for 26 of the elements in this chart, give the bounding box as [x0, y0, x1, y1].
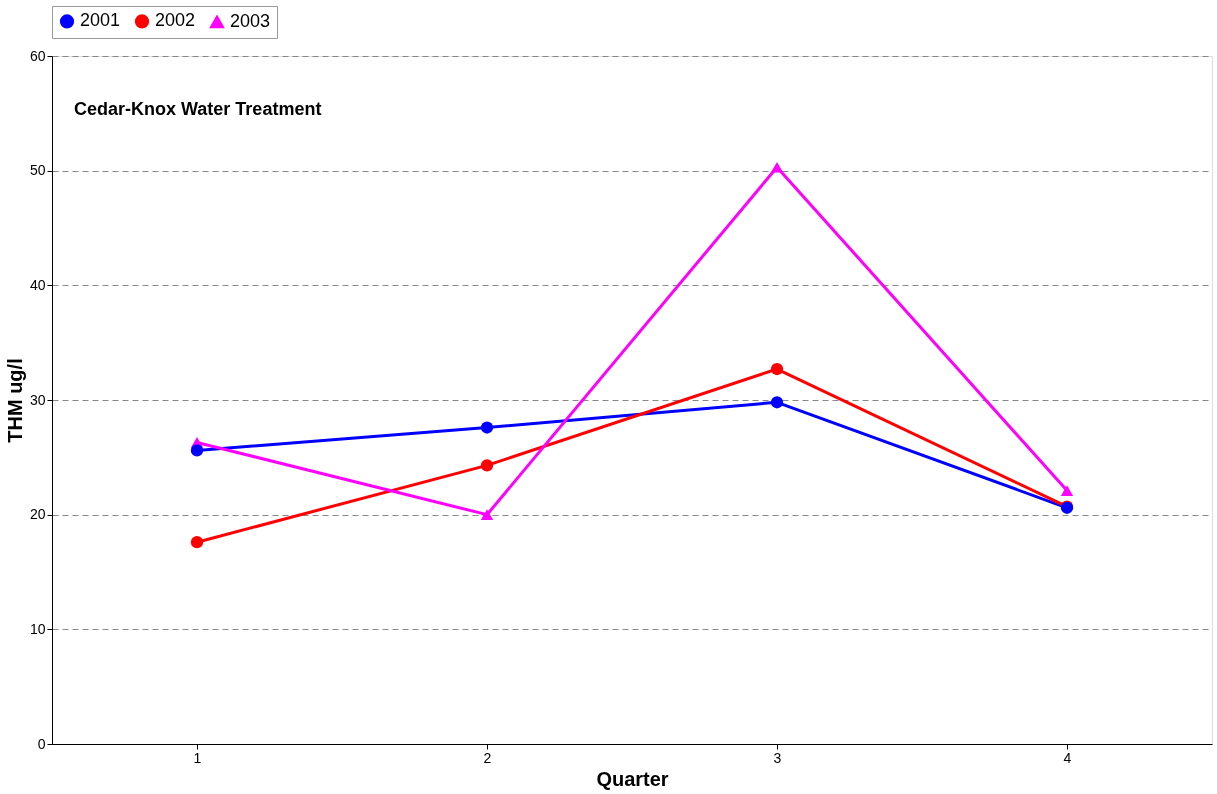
x-tick-label: 1	[193, 749, 202, 766]
y-tick-label: 20	[29, 506, 46, 523]
x-tick-label: 4	[1063, 749, 1072, 766]
x-tick-label: 3	[773, 749, 782, 766]
point	[190, 444, 204, 457]
point	[480, 509, 494, 520]
point	[1060, 485, 1074, 496]
y-tick-label: 10	[29, 620, 46, 637]
y-axis-title: THM ug/l	[3, 358, 26, 443]
y-tick-label: 40	[29, 276, 46, 293]
y-tick-label: 50	[29, 162, 46, 179]
point	[770, 161, 784, 173]
point	[770, 362, 784, 376]
point	[190, 536, 204, 549]
y-tick-label: 0	[37, 735, 46, 752]
point	[480, 421, 494, 434]
legend-label: 2002	[155, 10, 196, 31]
x-axis-title: Quarter	[596, 767, 669, 790]
legend-label: 2001	[80, 10, 121, 31]
x-tick-label: 2	[483, 749, 492, 766]
y-tick-label: 30	[29, 391, 46, 408]
text: Cedar-Knox Water Treatment	[74, 99, 322, 119]
y-tick-label: 60	[29, 47, 46, 64]
point	[480, 459, 494, 472]
point	[770, 396, 784, 409]
legend-label: 2003	[230, 10, 271, 31]
